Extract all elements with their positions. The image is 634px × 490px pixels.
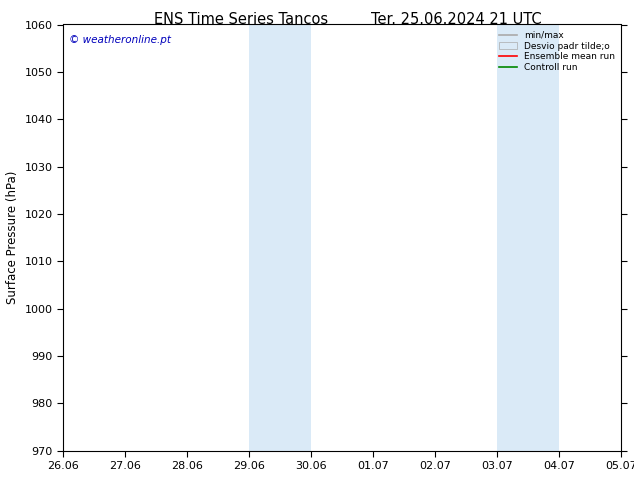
Bar	[497, 24, 559, 451]
Legend: min/max, Desvio padr tilde;o, Ensemble mean run, Controll run: min/max, Desvio padr tilde;o, Ensemble m…	[497, 29, 617, 74]
Text: © weatheronline.pt: © weatheronline.pt	[69, 35, 171, 45]
Text: Ter. 25.06.2024 21 UTC: Ter. 25.06.2024 21 UTC	[371, 12, 542, 27]
Text: ENS Time Series Tancos: ENS Time Series Tancos	[154, 12, 328, 27]
Y-axis label: Surface Pressure (hPa): Surface Pressure (hPa)	[6, 171, 19, 304]
Bar	[249, 24, 311, 451]
